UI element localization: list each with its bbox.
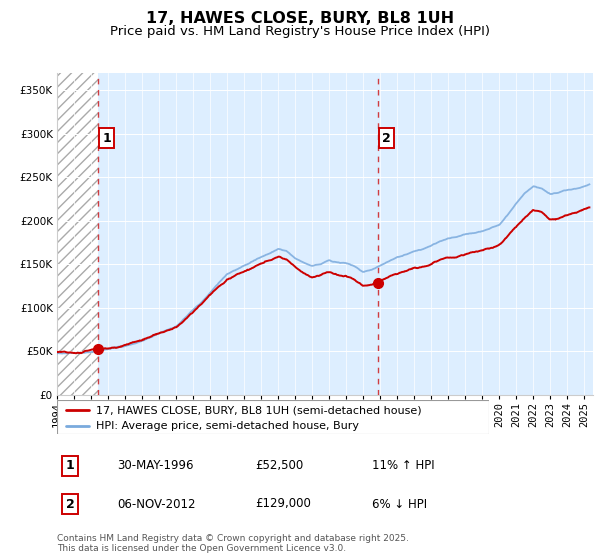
Text: Contains HM Land Registry data © Crown copyright and database right 2025.
This d: Contains HM Land Registry data © Crown c… (57, 534, 409, 553)
Text: 6% ↓ HPI: 6% ↓ HPI (372, 497, 427, 511)
Text: 2: 2 (66, 497, 74, 511)
Text: £52,500: £52,500 (255, 459, 303, 473)
Text: 30-MAY-1996: 30-MAY-1996 (117, 459, 193, 473)
Text: 17, HAWES CLOSE, BURY, BL8 1UH (semi-detached house): 17, HAWES CLOSE, BURY, BL8 1UH (semi-det… (96, 405, 422, 416)
Text: Price paid vs. HM Land Registry's House Price Index (HPI): Price paid vs. HM Land Registry's House … (110, 25, 490, 38)
Text: 2: 2 (382, 132, 391, 144)
Bar (57, 73, 98, 395)
Text: 06-NOV-2012: 06-NOV-2012 (117, 497, 196, 511)
Text: 17, HAWES CLOSE, BURY, BL8 1UH: 17, HAWES CLOSE, BURY, BL8 1UH (146, 11, 454, 26)
Text: £129,000: £129,000 (255, 497, 311, 511)
Text: HPI: Average price, semi-detached house, Bury: HPI: Average price, semi-detached house,… (96, 421, 359, 431)
Text: 11% ↑ HPI: 11% ↑ HPI (372, 459, 434, 473)
Text: 1: 1 (66, 459, 74, 473)
Text: 1: 1 (103, 132, 111, 144)
